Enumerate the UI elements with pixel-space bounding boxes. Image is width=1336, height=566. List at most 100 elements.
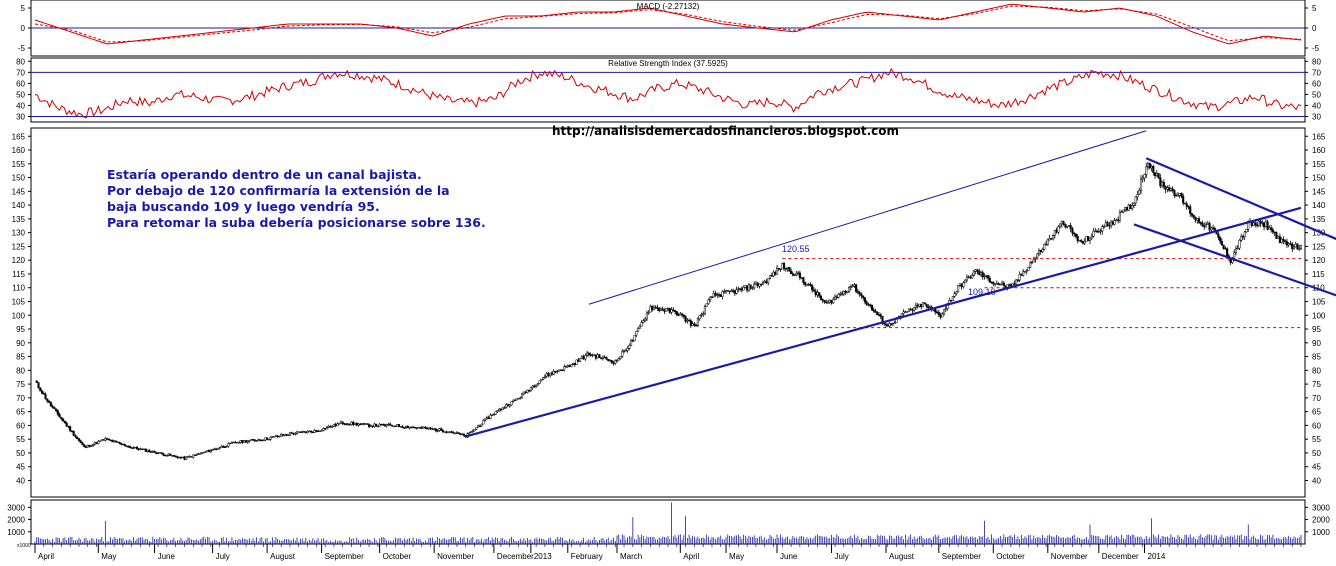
price-candle bbox=[1169, 188, 1172, 191]
price-candle bbox=[1129, 204, 1132, 209]
price-candle bbox=[538, 380, 541, 384]
price-candle bbox=[779, 268, 782, 270]
price-candle bbox=[102, 439, 105, 441]
price-tick-label-left: 60 bbox=[16, 421, 25, 430]
macd-tick-label-left: 5 bbox=[21, 4, 26, 13]
price-tick-label-right: 120 bbox=[1312, 256, 1326, 265]
price-candle bbox=[345, 423, 348, 425]
price-candle bbox=[1111, 221, 1114, 225]
price-candle bbox=[862, 295, 865, 298]
price-candle bbox=[617, 358, 620, 361]
month-label: May bbox=[101, 552, 116, 561]
price-candle bbox=[1002, 282, 1005, 287]
price-candle bbox=[411, 426, 415, 429]
price-candle bbox=[554, 370, 557, 373]
price-candle bbox=[1243, 231, 1246, 238]
price-candle bbox=[828, 299, 831, 303]
price-candle bbox=[568, 365, 571, 368]
price-candle bbox=[40, 390, 44, 394]
price-candle bbox=[164, 454, 167, 457]
price-candle bbox=[339, 421, 342, 424]
price-candle bbox=[633, 334, 636, 342]
price-candle bbox=[199, 453, 202, 455]
price-candle bbox=[1178, 193, 1181, 196]
volume-panel: 3000 3000 2000 2000 1000 1000 x1000 bbox=[7, 499, 1330, 549]
price-candle bbox=[746, 285, 749, 291]
price-candle bbox=[863, 297, 866, 303]
price-candle bbox=[913, 307, 916, 311]
price-candle bbox=[95, 442, 98, 444]
price-candle bbox=[1108, 225, 1111, 227]
month-label: September bbox=[325, 552, 364, 561]
price-candle bbox=[246, 440, 249, 443]
price-candle bbox=[410, 426, 413, 429]
price-candle bbox=[1085, 236, 1088, 242]
price-candle bbox=[805, 284, 808, 286]
price-candle bbox=[920, 303, 923, 308]
price-candle bbox=[332, 423, 335, 427]
price-candle bbox=[971, 275, 974, 279]
price-candle bbox=[707, 299, 710, 305]
price-candle bbox=[503, 407, 506, 409]
price-candle bbox=[934, 309, 937, 313]
price-candle bbox=[818, 292, 821, 297]
price-candle bbox=[979, 272, 983, 275]
price-candle bbox=[1136, 194, 1139, 198]
price-candle bbox=[301, 431, 304, 433]
price-candle bbox=[266, 437, 269, 440]
price-candle bbox=[751, 287, 754, 289]
price-candle bbox=[1036, 253, 1039, 258]
price-candle bbox=[974, 269, 977, 272]
price-candle bbox=[1155, 173, 1158, 177]
price-candle bbox=[127, 446, 130, 448]
price-candle bbox=[770, 275, 773, 277]
price-tick-label-right: 60 bbox=[1312, 421, 1321, 430]
price-candle bbox=[336, 423, 339, 427]
price-candle bbox=[56, 410, 59, 415]
price-candle bbox=[696, 318, 699, 326]
price-candle bbox=[1016, 279, 1019, 281]
price-candle bbox=[793, 274, 796, 277]
macd-tick-label-left: 0 bbox=[21, 24, 26, 33]
price-candle bbox=[310, 430, 313, 433]
rsi-panel: 80 80 70 70 60 60 50 50 40 40 30 30 Relative Strengt… bbox=[16, 57, 1321, 123]
price-candle bbox=[1171, 188, 1174, 191]
price-candle bbox=[1131, 205, 1134, 209]
price-candle bbox=[157, 452, 160, 455]
price-candle bbox=[86, 444, 89, 448]
price-candle bbox=[545, 373, 548, 377]
price-candle bbox=[812, 289, 815, 292]
price-candle bbox=[1104, 222, 1107, 227]
price-candle bbox=[856, 291, 859, 293]
price-tick-label-right: 130 bbox=[1312, 229, 1326, 238]
price-candle bbox=[985, 275, 988, 277]
price-candle bbox=[1294, 243, 1297, 248]
price-candle bbox=[628, 345, 631, 349]
price-candle bbox=[517, 398, 520, 400]
price-candle bbox=[1189, 206, 1192, 214]
price-candle bbox=[181, 456, 184, 459]
price-candle bbox=[218, 447, 221, 449]
price-candle bbox=[937, 311, 940, 316]
price-candle bbox=[248, 440, 251, 442]
price-candle bbox=[672, 309, 675, 311]
price-candle bbox=[890, 323, 893, 326]
price-candle bbox=[1175, 195, 1178, 197]
price-candle bbox=[251, 439, 255, 441]
price-candle bbox=[684, 316, 687, 322]
volume-tick-label-left: 1000 bbox=[7, 528, 25, 537]
price-frame bbox=[30, 127, 1306, 498]
price-candle bbox=[376, 425, 379, 428]
price-candle bbox=[587, 352, 590, 355]
price-candle bbox=[886, 324, 889, 327]
price-candle bbox=[1071, 228, 1074, 234]
price-candle bbox=[767, 278, 770, 284]
price-candle bbox=[552, 370, 555, 375]
price-candle bbox=[373, 423, 376, 427]
price-candle bbox=[742, 287, 745, 291]
price-candle bbox=[1210, 227, 1213, 231]
price-candle bbox=[939, 314, 942, 318]
price-candle bbox=[925, 303, 928, 307]
price-candle bbox=[1266, 221, 1269, 230]
price-candle bbox=[158, 452, 161, 454]
